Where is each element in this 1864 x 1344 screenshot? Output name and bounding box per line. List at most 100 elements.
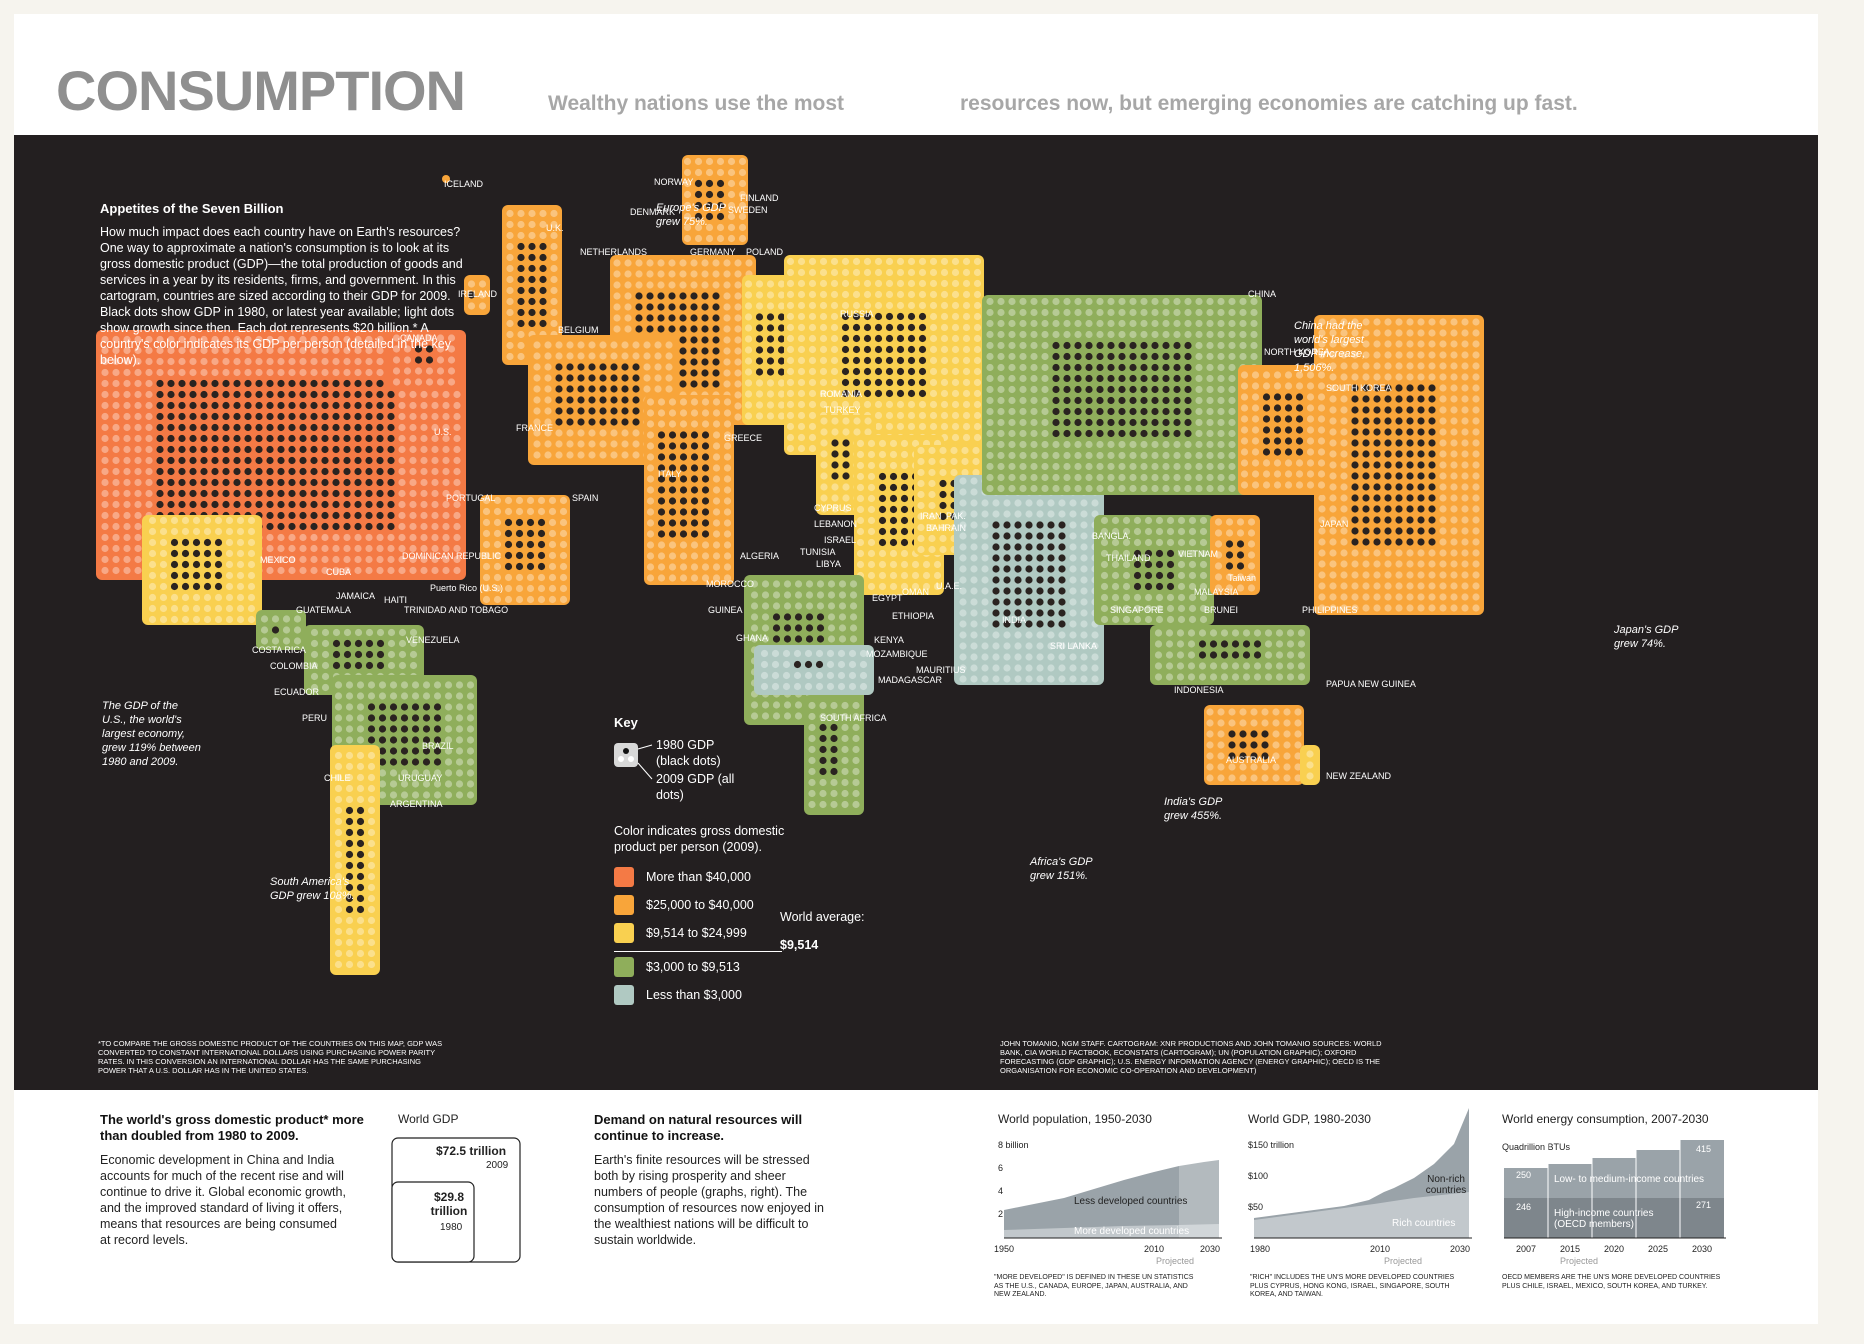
blob-france: [528, 335, 678, 465]
population-chart: [1004, 1158, 1222, 1239]
country-label-new-zealand: NEW ZEALAND: [1326, 771, 1392, 781]
key-item-3: $9,514 to $24,999: [646, 926, 747, 940]
population-less-area: [1004, 1160, 1219, 1238]
demand-heading: Demand on natural resources will continu…: [594, 1112, 803, 1143]
country-label-philippines: PHILIPPINES: [1302, 605, 1358, 615]
pop-note: "MORE DEVELOPED" IS DEFINED IN THESE UN …: [994, 1274, 1194, 1298]
country-label-puerto-rico-u-s-: Puerto Rico (U.S.): [430, 583, 504, 593]
country-label-peru: PERU: [302, 713, 328, 723]
blob-russia: [784, 255, 984, 455]
intro-heading: Appetites of the Seven Billion: [100, 201, 284, 216]
swatch-under-3k: [614, 985, 634, 1005]
country-label-poland: POLAND: [746, 247, 784, 257]
country-label-sri-lanka: SRI LANKA: [1050, 641, 1098, 651]
pop-x-1950: 1950: [994, 1244, 1015, 1254]
country-label-uruguay: URUGUAY: [398, 773, 443, 783]
country-label-guatemala: GUATEMALA: [296, 605, 351, 615]
pop-tick-2: 2: [998, 1209, 1004, 1219]
population-projected-band: [1179, 1158, 1219, 1238]
key-1980-label: 1980 GDP (black dots): [656, 738, 721, 768]
country-label-ireland: IRELAND: [458, 289, 498, 299]
country-label-taiwan: Taiwan: [1228, 573, 1257, 583]
gdp-projected: Projected: [1384, 1256, 1423, 1266]
intro-block: Appetites of the Seven Billion How much …: [100, 201, 470, 368]
country-label-vietnam: VIETNAM: [1178, 549, 1219, 559]
country-label-bangla-: BANGLA.: [1092, 531, 1132, 541]
country-label-iceland: ICELAND: [444, 179, 484, 189]
gdp-tick-100: $100: [1248, 1171, 1269, 1181]
pop-tick-6: 6: [998, 1163, 1004, 1173]
blob-china: [982, 295, 1262, 495]
country-label-indonesia: INDONESIA: [1174, 685, 1224, 695]
country-label-costa-rica: COSTA RICA: [252, 645, 306, 655]
country-label-turkey: TURKEY: [824, 405, 861, 415]
country-label-greece: GREECE: [724, 433, 763, 443]
gdp-1980-value: $29.8 trillion: [430, 1190, 468, 1218]
note-japan: Japan's GDP grew 74%.: [1614, 624, 1679, 650]
country-label-india: INDIA: [1002, 615, 1027, 625]
country-label-portugal: PORTUGAL: [446, 493, 496, 503]
key-divider: [614, 951, 782, 952]
key-item-1: More than $40,000: [646, 870, 751, 884]
gdp-note: "RICH" INCLUDES THE UN'S MORE DEVELOPED …: [1250, 1274, 1455, 1298]
blob-canada-strip: [386, 330, 462, 390]
world-gdp-squares: [391, 1137, 521, 1263]
blob-taiwan: [1210, 515, 1260, 595]
country-label-france: FRANCE: [516, 423, 554, 433]
map-key: Key 1980 GDP (black dots) 2009 GDP (all …: [614, 715, 865, 1005]
key-item-4: $3,000 to $9,513: [646, 960, 740, 974]
population-title: World population, 1950-2030: [998, 1112, 1152, 1126]
blob-india: [954, 475, 1104, 685]
country-label-south-korea: SOUTH KOREA: [1326, 383, 1392, 393]
country-label-ethiopia: ETHIOPIA: [892, 611, 935, 621]
country-label-australia: AUSTRALIA: [1226, 755, 1277, 765]
country-label-u-s-: U.S.: [434, 427, 452, 437]
pop-tick-4: 4: [998, 1186, 1004, 1196]
country-label-norway: NORWAY: [654, 177, 694, 187]
country-label-denmark: DENMARK: [630, 207, 676, 217]
country-label-italy: ITALY: [658, 469, 682, 479]
country-label-haiti: HAITI: [384, 595, 408, 605]
country-label-madagascar: MADAGASCAR: [878, 675, 943, 685]
key-2009-label: 2009 GDP (all dots): [656, 772, 735, 802]
world-average-value: $9,514: [780, 938, 819, 952]
country-label-mozambique: MOZAMBIQUE: [866, 649, 928, 659]
energy-271: 271: [1696, 1200, 1712, 1210]
population-more-area: [1004, 1224, 1219, 1238]
pop-tick-8: 8 billion: [998, 1140, 1029, 1150]
country-label-finland: FINLAND: [740, 193, 779, 203]
country-label-guinea: GUINEA: [708, 605, 743, 615]
country-label-morocco: MOROCCO: [706, 579, 754, 589]
country-label-ghana: GHANA: [736, 633, 769, 643]
footnote-right: JOHN TOMANIO, NGM STAFF. CARTOGRAM: XNR …: [1000, 1039, 1382, 1075]
country-label-canada: CANADA: [400, 333, 438, 343]
gdp-chart-title: World GDP, 1980-2030: [1248, 1112, 1371, 1126]
energy-title: World energy consumption, 2007-2030: [1502, 1112, 1709, 1126]
country-label-algeria: ALGERIA: [740, 551, 780, 561]
country-label-netherlands: NETHERLANDS: [580, 247, 648, 257]
blob-ireland: [464, 275, 490, 315]
country-label-trinidad-and-tobago: TRINIDAD AND TOBAGO: [404, 605, 509, 615]
country-label-ecuador: ECUADOR: [274, 687, 320, 697]
country-label-iran: IRAN: [920, 511, 942, 521]
note-china: China had the world's largest GDP increa…: [1294, 320, 1366, 374]
energy-note: OECD MEMBERS ARE THE UN'S MORE DEVELOPED…: [1502, 1274, 1721, 1290]
country-label-venezuela: VENEZUELA: [406, 635, 460, 645]
dot-cartogram: [96, 155, 1484, 975]
gdp-tick-150: $150 trillion: [1248, 1140, 1295, 1150]
country-label-u-a-e-: U.A.E.: [936, 581, 963, 591]
key-item-5: Less than $3,000: [646, 988, 742, 1002]
blob-west-africa: [754, 645, 874, 695]
energy-x-2015: 2015: [1560, 1244, 1581, 1254]
gdp-x-2030: 2030: [1450, 1244, 1471, 1254]
blob-scandinavia: [682, 155, 748, 245]
country-label-tunisia: TUNISIA: [800, 547, 836, 557]
note-south-america: South America's GDP grew 108%.: [270, 876, 355, 902]
country-label-u-k-: U.K.: [546, 223, 564, 233]
energy-projected: Projected: [1560, 1256, 1599, 1266]
energy-chart: [1504, 1140, 1726, 1239]
pop-projected: Projected: [1156, 1256, 1195, 1266]
country-label-israel: ISRAEL: [824, 535, 857, 545]
energy-246: 246: [1516, 1202, 1532, 1212]
blob-se-asia: [1094, 515, 1214, 625]
